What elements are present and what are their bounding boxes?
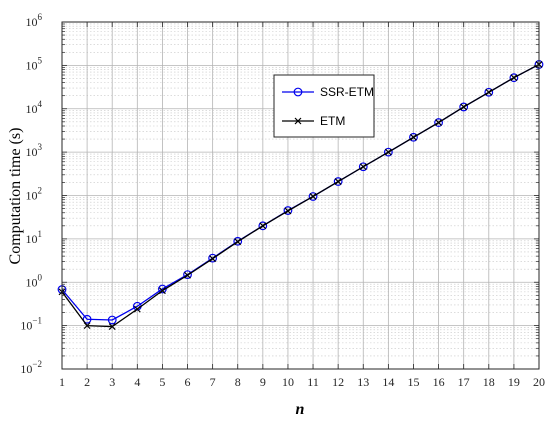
legend-box bbox=[273, 74, 375, 138]
x-tick-label: 5 bbox=[159, 375, 165, 389]
axis-ticks bbox=[61, 21, 540, 370]
x-tick-label: 10 bbox=[282, 375, 294, 389]
major-grid bbox=[62, 22, 539, 369]
legend-label-etm: ETM bbox=[320, 114, 345, 128]
data-point-etm bbox=[184, 271, 191, 279]
x-tick-label: 6 bbox=[185, 375, 191, 389]
legend-label-ssr-etm: SSR-ETM bbox=[320, 85, 374, 99]
data-point-etm bbox=[209, 255, 217, 263]
data-point-etm bbox=[234, 238, 242, 246]
data-point-ssr-etm bbox=[434, 118, 443, 127]
data-point-etm bbox=[334, 178, 342, 185]
y-tick-label: 100 bbox=[26, 272, 43, 289]
x-tick-label: 20 bbox=[533, 375, 545, 389]
x-tick-label: 9 bbox=[260, 375, 266, 389]
y-tick-label: 105 bbox=[26, 55, 43, 72]
data-point-ssr-etm bbox=[283, 206, 293, 215]
y-tick-labels: 10−2 10−1 100 101 102 103 104 105 106 bbox=[20, 12, 42, 376]
x-tick-labels: 1 2 3 4 5 6 7 8 9 10 11 12 13 14 15 16 17 18 19 20 bbox=[59, 375, 545, 389]
data-point-ssr-etm bbox=[258, 221, 268, 231]
x-tick-label: 15 bbox=[407, 375, 419, 389]
x-tick-label: 19 bbox=[508, 375, 520, 389]
y-axis-title: Computation time (s) bbox=[7, 128, 24, 265]
x-tick-label: 14 bbox=[382, 375, 394, 389]
data-point-ssr-etm bbox=[358, 162, 368, 172]
x-tick-label: 4 bbox=[134, 375, 140, 389]
legend: SSR-ETM ETM bbox=[273, 74, 375, 138]
y-tick-label: 10−2 bbox=[20, 359, 42, 376]
data-point-etm bbox=[435, 119, 443, 127]
data-point-ssr-etm bbox=[208, 253, 218, 263]
data-point-etm bbox=[259, 222, 267, 230]
x-tick-label: 18 bbox=[483, 375, 495, 389]
x-tick-label: 17 bbox=[458, 375, 470, 389]
series-line-etm bbox=[61, 63, 540, 328]
x-tick-label: 13 bbox=[357, 375, 369, 389]
data-point-etm bbox=[133, 305, 141, 313]
data-point-etm bbox=[83, 322, 91, 330]
data-point-etm bbox=[410, 133, 417, 141]
data-point-ssr-etm bbox=[409, 132, 418, 142]
data-point-ssr-etm bbox=[82, 314, 92, 324]
data-point-ssr-etm bbox=[459, 102, 469, 112]
data-point-etm bbox=[485, 88, 493, 96]
x-tick-label: 3 bbox=[109, 375, 115, 389]
y-tick-label: 106 bbox=[26, 12, 43, 29]
x-axis-title: n bbox=[296, 401, 305, 418]
y-tick-label: 102 bbox=[26, 186, 43, 203]
data-point-etm bbox=[284, 207, 292, 215]
x-tick-label: 7 bbox=[210, 375, 216, 389]
data-point-etm bbox=[108, 323, 116, 331]
data-point-ssr-etm bbox=[383, 147, 393, 157]
x-tick-label: 16 bbox=[433, 375, 445, 389]
data-point-ssr-etm bbox=[484, 87, 494, 97]
data-point-etm bbox=[309, 193, 317, 200]
data-point-ssr-etm bbox=[183, 270, 192, 280]
legend-marker-ssr-etm bbox=[293, 87, 303, 97]
data-point-etm bbox=[460, 103, 468, 111]
data-point-etm bbox=[384, 148, 392, 156]
legend-marker-etm bbox=[294, 117, 302, 125]
y-tick-label: 101 bbox=[26, 229, 43, 246]
y-tick-label: 103 bbox=[26, 142, 43, 159]
y-tick-label: 10−1 bbox=[20, 316, 42, 333]
data-point-etm bbox=[359, 163, 367, 171]
x-tick-label: 1 bbox=[59, 375, 65, 389]
data-point-ssr-etm bbox=[333, 177, 343, 186]
data-point-ssr-etm bbox=[233, 236, 243, 246]
y-tick-label: 104 bbox=[26, 99, 43, 116]
x-tick-label: 2 bbox=[84, 375, 90, 389]
x-tick-label: 8 bbox=[235, 375, 241, 389]
data-point-etm bbox=[510, 74, 518, 82]
x-tick-label: 12 bbox=[332, 375, 344, 389]
x-tick-label: 11 bbox=[307, 375, 319, 389]
data-point-ssr-etm bbox=[308, 192, 318, 201]
data-point-ssr-etm bbox=[509, 73, 519, 83]
data-point-ssr-etm bbox=[107, 315, 117, 325]
data-point-etm bbox=[158, 287, 166, 295]
